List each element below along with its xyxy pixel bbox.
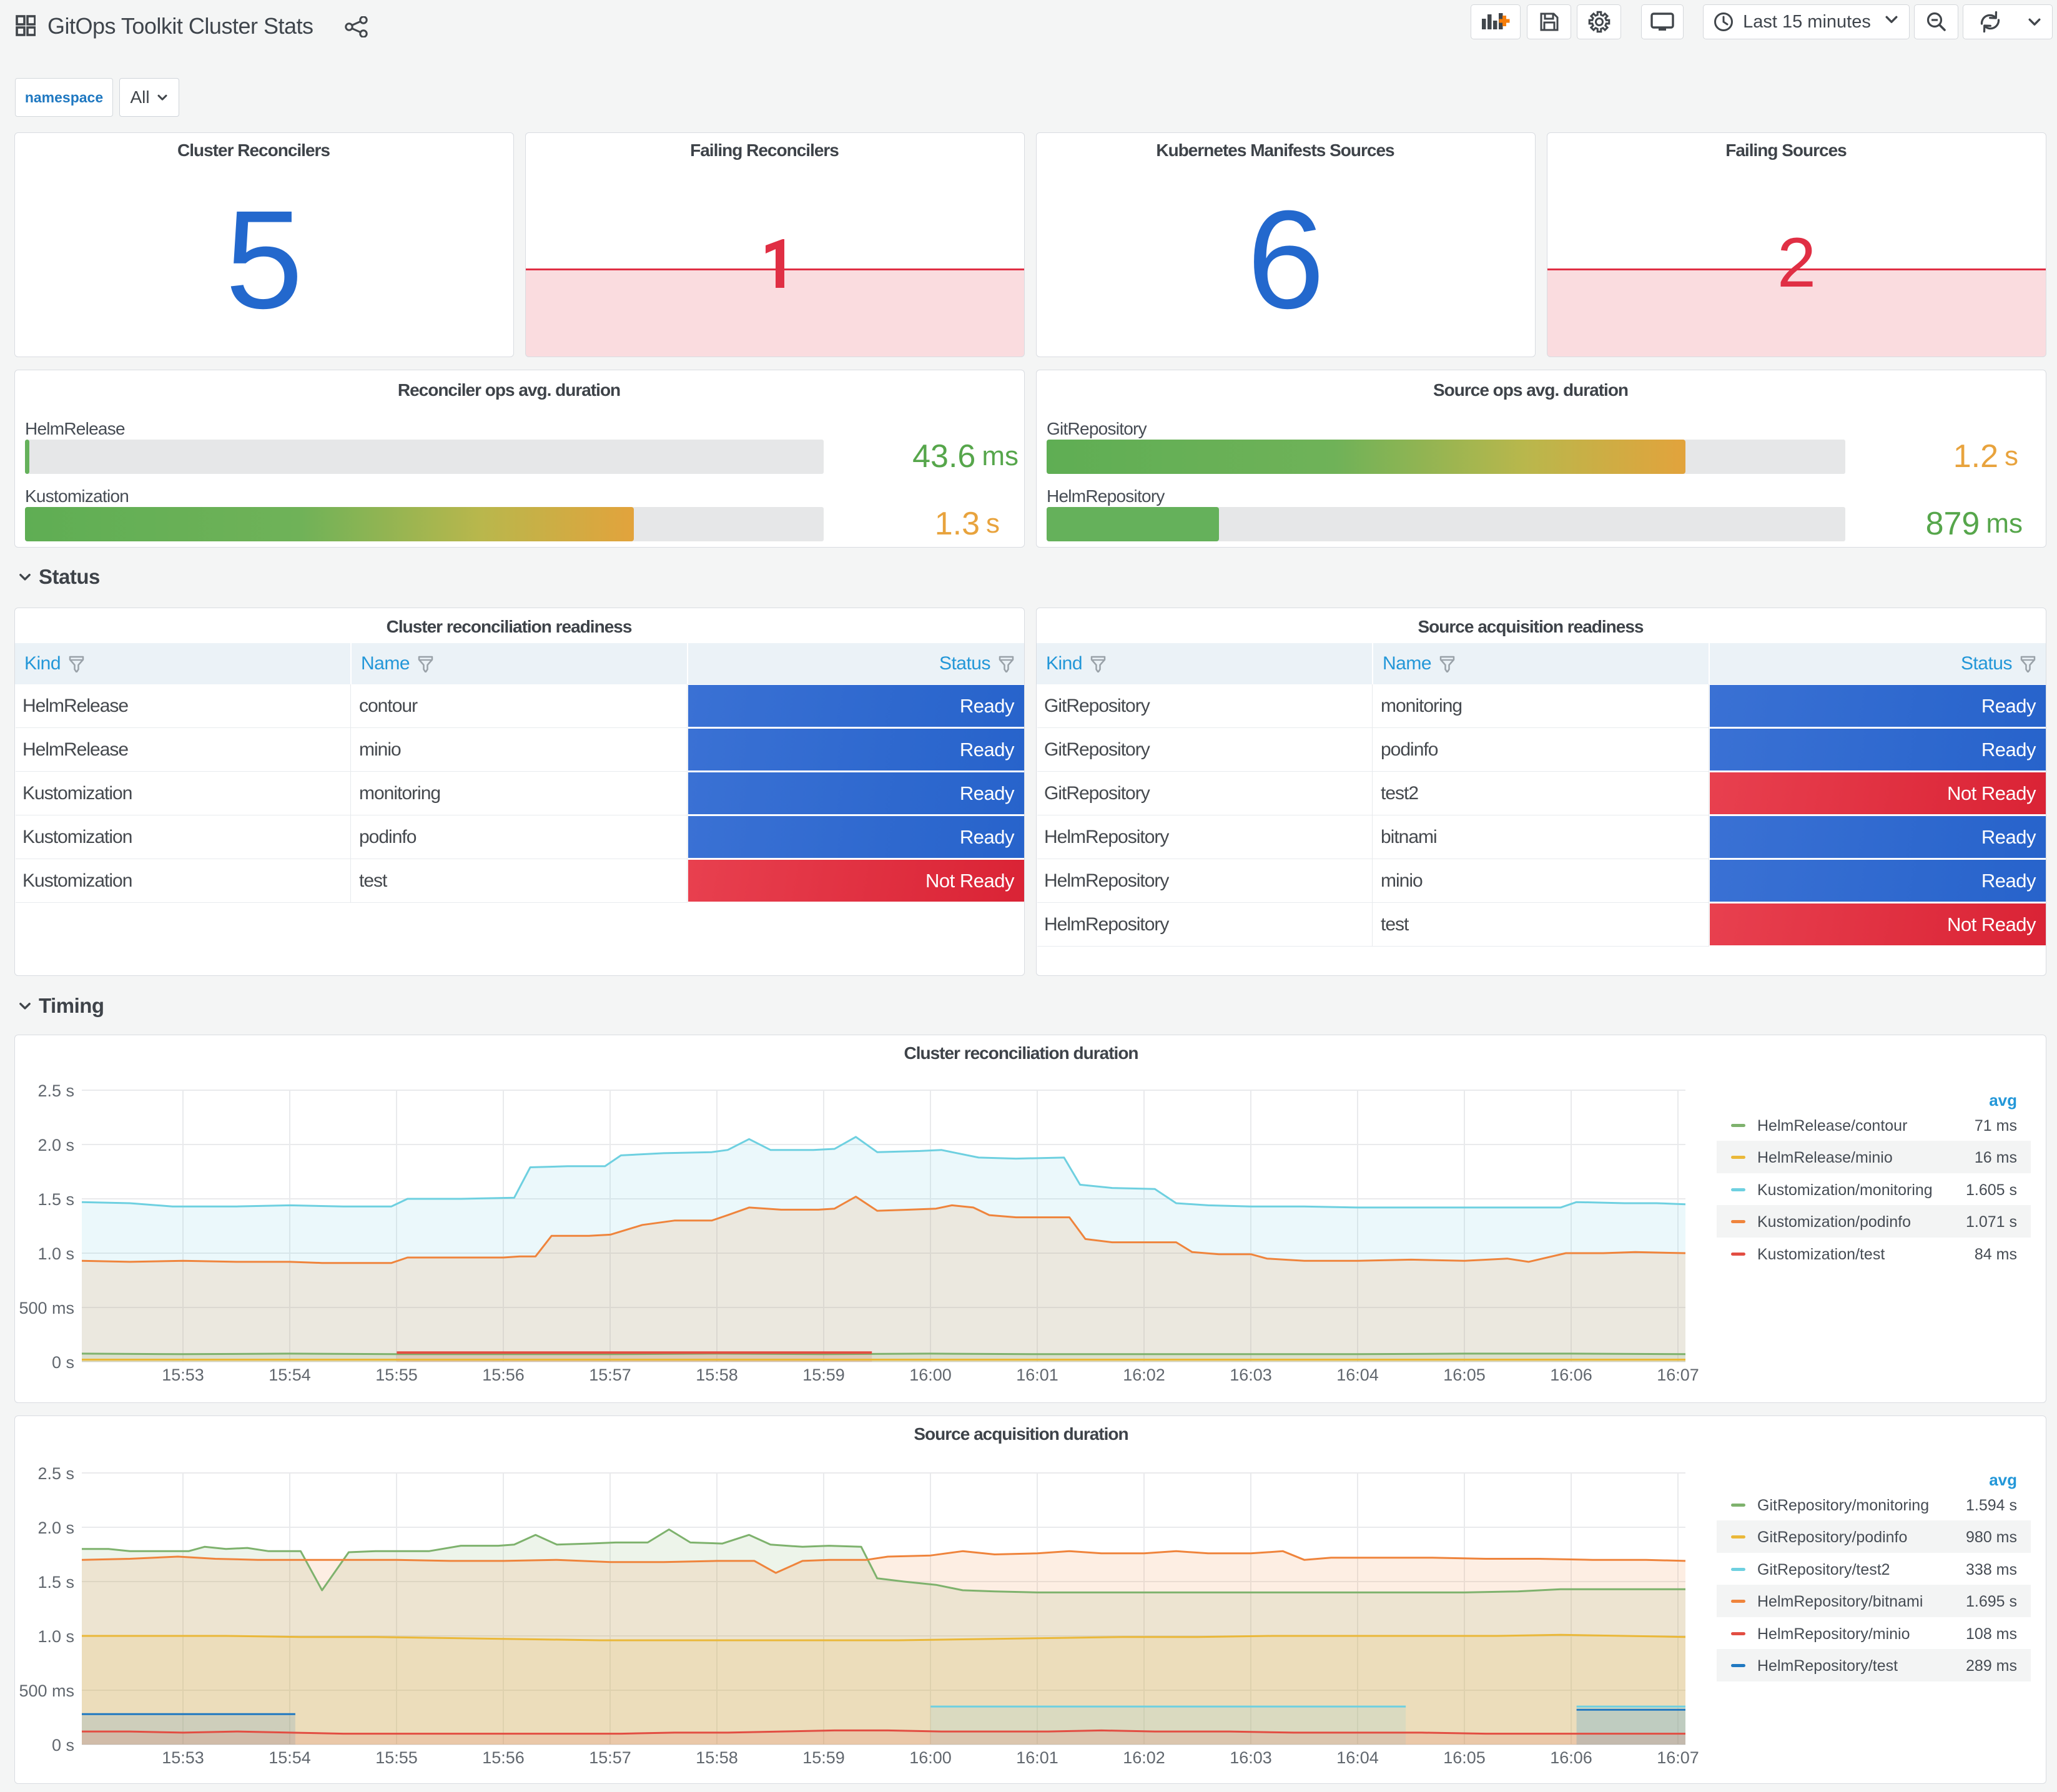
svg-text:0 s: 0 s — [52, 1736, 74, 1755]
svg-text:16 ms: 16 ms — [1975, 1149, 2017, 1166]
svg-text:1.0 s: 1.0 s — [37, 1244, 74, 1263]
svg-text:1.0 s: 1.0 s — [37, 1627, 74, 1646]
svg-text:HelmRelease/contour: HelmRelease/contour — [1757, 1117, 1907, 1135]
svg-text:15:58: 15:58 — [696, 1748, 738, 1767]
svg-text:Cluster reconciliation duratio: Cluster reconciliation duration — [904, 1043, 1138, 1063]
svg-text:1.5 s: 1.5 s — [37, 1573, 74, 1592]
svg-text:15:55: 15:55 — [375, 1748, 418, 1767]
svg-text:Kustomization/monitoring: Kustomization/monitoring — [1757, 1181, 1933, 1199]
svg-text:16:05: 16:05 — [1443, 1748, 1486, 1767]
svg-text:15:54: 15:54 — [269, 1748, 311, 1767]
svg-text:1.071 s: 1.071 s — [1966, 1213, 2017, 1231]
svg-text:GitRepository/test2: GitRepository/test2 — [1757, 1561, 1890, 1578]
svg-text:1.594 s: 1.594 s — [1966, 1497, 2017, 1514]
svg-text:1.605 s: 1.605 s — [1966, 1181, 2017, 1199]
svg-text:16:01: 16:01 — [1016, 1366, 1058, 1384]
svg-text:289 ms: 289 ms — [1966, 1657, 2017, 1675]
svg-text:338 ms: 338 ms — [1966, 1561, 2017, 1578]
svg-text:500 ms: 500 ms — [19, 1299, 74, 1317]
svg-text:16:03: 16:03 — [1230, 1366, 1272, 1384]
svg-text:Kustomization/test: Kustomization/test — [1757, 1246, 1885, 1263]
svg-text:2.0 s: 2.0 s — [37, 1519, 74, 1537]
svg-text:HelmRepository/bitnami: HelmRepository/bitnami — [1757, 1593, 1923, 1610]
svg-text:15:59: 15:59 — [802, 1366, 845, 1384]
svg-text:16:06: 16:06 — [1550, 1366, 1592, 1384]
svg-text:HelmRelease/minio: HelmRelease/minio — [1757, 1149, 1893, 1166]
svg-text:16:00: 16:00 — [909, 1366, 952, 1384]
svg-text:16:01: 16:01 — [1016, 1748, 1058, 1767]
svg-text:2.5 s: 2.5 s — [37, 1464, 74, 1483]
svg-text:15:54: 15:54 — [269, 1366, 311, 1384]
svg-text:16:04: 16:04 — [1336, 1748, 1379, 1767]
svg-text:15:59: 15:59 — [802, 1748, 845, 1767]
svg-text:16:07: 16:07 — [1657, 1748, 1699, 1767]
svg-text:Source acquisition duration: Source acquisition duration — [914, 1424, 1128, 1444]
svg-text:HelmRepository/test: HelmRepository/test — [1757, 1657, 1898, 1675]
svg-text:980 ms: 980 ms — [1966, 1529, 2017, 1546]
svg-text:2.5 s: 2.5 s — [37, 1081, 74, 1100]
svg-text:15:56: 15:56 — [482, 1366, 525, 1384]
svg-text:GitRepository/monitoring: GitRepository/monitoring — [1757, 1497, 1929, 1514]
svg-text:16:06: 16:06 — [1550, 1748, 1592, 1767]
svg-text:16:03: 16:03 — [1230, 1748, 1272, 1767]
svg-text:1.695 s: 1.695 s — [1966, 1593, 2017, 1610]
svg-text:15:58: 15:58 — [696, 1366, 738, 1384]
svg-text:500 ms: 500 ms — [19, 1681, 74, 1700]
svg-text:avg: avg — [1989, 1091, 2017, 1110]
svg-text:15:56: 15:56 — [482, 1748, 525, 1767]
svg-text:15:57: 15:57 — [589, 1748, 631, 1767]
svg-text:15:57: 15:57 — [589, 1366, 631, 1384]
svg-text:84 ms: 84 ms — [1975, 1246, 2017, 1263]
svg-text:2.0 s: 2.0 s — [37, 1136, 74, 1154]
svg-text:16:02: 16:02 — [1123, 1748, 1165, 1767]
svg-text:1.5 s: 1.5 s — [37, 1190, 74, 1209]
svg-text:avg: avg — [1989, 1470, 2017, 1489]
svg-text:15:55: 15:55 — [375, 1366, 418, 1384]
svg-text:16:04: 16:04 — [1336, 1366, 1379, 1384]
svg-text:108 ms: 108 ms — [1966, 1625, 2017, 1643]
svg-text:0 s: 0 s — [52, 1353, 74, 1372]
svg-text:15:53: 15:53 — [162, 1366, 204, 1384]
svg-text:Kustomization/podinfo: Kustomization/podinfo — [1757, 1213, 1911, 1231]
svg-text:71 ms: 71 ms — [1975, 1117, 2017, 1135]
svg-text:16:00: 16:00 — [909, 1748, 952, 1767]
svg-text:16:02: 16:02 — [1123, 1366, 1165, 1384]
svg-text:16:05: 16:05 — [1443, 1366, 1486, 1384]
svg-text:GitRepository/podinfo: GitRepository/podinfo — [1757, 1529, 1907, 1546]
svg-text:16:07: 16:07 — [1657, 1366, 1699, 1384]
svg-text:15:53: 15:53 — [162, 1748, 204, 1767]
svg-text:HelmRepository/minio: HelmRepository/minio — [1757, 1625, 1910, 1643]
